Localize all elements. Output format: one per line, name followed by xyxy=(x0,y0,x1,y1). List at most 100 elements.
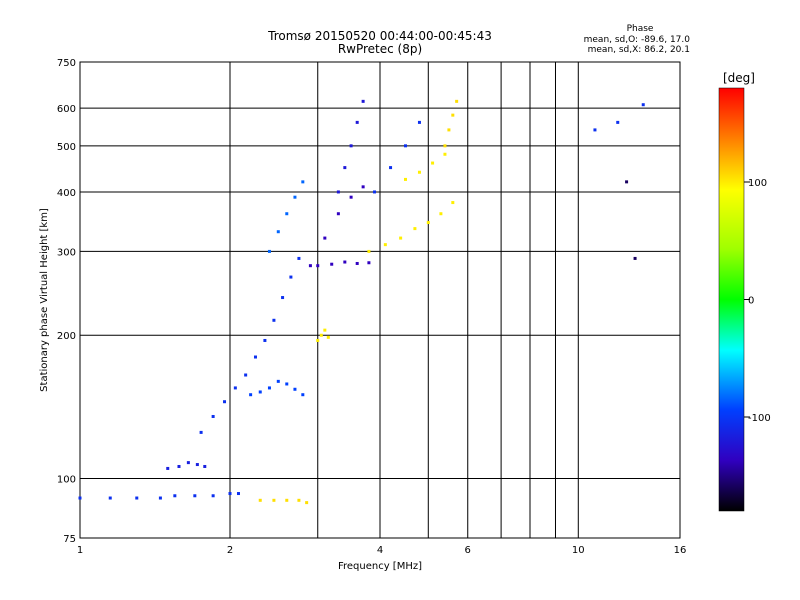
data-point xyxy=(276,230,280,234)
data-point xyxy=(297,498,301,502)
colorbar-label: [deg] xyxy=(723,71,755,85)
x-tick-label: 10 xyxy=(572,545,585,556)
data-point xyxy=(108,496,112,500)
data-point xyxy=(336,212,340,216)
data-point xyxy=(211,414,215,418)
data-point xyxy=(244,373,248,377)
grid-lines xyxy=(79,61,681,539)
data-point xyxy=(336,190,340,194)
data-point xyxy=(158,496,162,500)
colorbar-tick-label: 0 xyxy=(748,296,754,307)
data-point xyxy=(285,212,289,216)
data-point xyxy=(323,328,327,332)
x-tick-label: 4 xyxy=(377,545,383,556)
data-point xyxy=(593,128,597,132)
data-point xyxy=(203,464,207,468)
plot-area: 1 2 4 6 10 16 75 100 200 300 400 500 600 750 xyxy=(57,58,686,556)
data-point xyxy=(186,461,190,465)
data-point xyxy=(447,128,451,132)
data-point xyxy=(443,152,447,156)
data-point xyxy=(78,496,82,500)
data-point xyxy=(455,99,459,103)
data-point xyxy=(326,335,330,339)
colorbar-tick-label: -100 xyxy=(748,413,771,424)
y-tick-label: 100 xyxy=(57,475,76,486)
data-point xyxy=(439,212,443,216)
data-point xyxy=(276,379,280,383)
data-point xyxy=(263,338,267,342)
data-point xyxy=(228,492,232,496)
data-point xyxy=(625,180,629,184)
colorbar-gradient xyxy=(718,87,745,512)
data-point xyxy=(135,496,139,500)
data-point xyxy=(413,227,417,231)
colorbar-tick-label: 100 xyxy=(748,178,767,189)
x-tick-label: 1 xyxy=(77,545,83,556)
data-point xyxy=(272,318,276,322)
phase-o-line: mean, sd,O: -89.6, 17.0 xyxy=(584,35,691,45)
y-tick-label: 300 xyxy=(57,247,76,258)
data-point xyxy=(233,386,237,390)
data-point xyxy=(349,195,353,199)
data-point xyxy=(417,120,421,124)
data-point xyxy=(301,393,305,397)
data-point xyxy=(330,262,334,266)
data-point xyxy=(355,120,359,124)
data-point xyxy=(211,494,215,498)
data-point xyxy=(417,170,421,174)
x-tick-label: 16 xyxy=(674,545,687,556)
data-point xyxy=(258,498,262,502)
data-point xyxy=(319,333,323,337)
data-point xyxy=(641,103,645,107)
data-point xyxy=(305,501,309,505)
colorbar-tick-labels: 100 0 -100 xyxy=(744,178,771,424)
data-point xyxy=(633,256,637,260)
data-point xyxy=(193,494,197,498)
data-point xyxy=(343,166,347,170)
x-tick-label: 6 xyxy=(465,545,471,556)
data-point xyxy=(267,386,271,390)
y-tick-label: 600 xyxy=(57,104,76,115)
data-point xyxy=(367,249,371,253)
y-tick-label: 200 xyxy=(57,331,76,342)
data-point xyxy=(403,177,407,181)
data-point xyxy=(253,355,257,359)
data-point xyxy=(389,166,393,170)
data-point xyxy=(293,195,297,199)
data-point xyxy=(199,430,203,434)
colorbar: [deg] 100 0 -100 xyxy=(718,71,771,512)
data-point xyxy=(267,249,271,253)
chart-subtitle: RwPretec (8p) xyxy=(338,42,422,56)
data-point xyxy=(289,275,293,279)
data-point xyxy=(349,144,353,148)
data-point xyxy=(236,492,240,496)
data-point xyxy=(403,144,407,148)
data-point xyxy=(195,463,199,467)
data-point xyxy=(323,236,327,240)
data-point xyxy=(281,296,285,300)
data-point xyxy=(431,161,435,165)
y-tick-labels: 75 100 200 300 400 500 600 750 xyxy=(57,58,76,545)
data-point xyxy=(316,264,320,268)
y-tick-label: 750 xyxy=(57,58,76,69)
data-point xyxy=(308,264,312,268)
phase-x-line: mean, sd,X: 86.2, 20.1 xyxy=(588,45,690,55)
data-point xyxy=(426,221,430,225)
data-point xyxy=(166,466,170,470)
data-point xyxy=(293,387,297,391)
data-point xyxy=(343,260,347,264)
data-point xyxy=(272,498,276,502)
data-point xyxy=(355,261,359,265)
y-tick-label: 500 xyxy=(57,142,76,153)
data-point xyxy=(223,400,227,404)
data-point xyxy=(316,338,320,342)
data-point xyxy=(616,120,620,124)
data-point xyxy=(451,113,455,117)
data-point xyxy=(258,390,262,394)
data-point xyxy=(451,201,455,205)
data-point xyxy=(173,494,177,498)
data-point xyxy=(249,393,253,397)
data-point xyxy=(399,236,403,240)
data-point xyxy=(361,185,365,189)
